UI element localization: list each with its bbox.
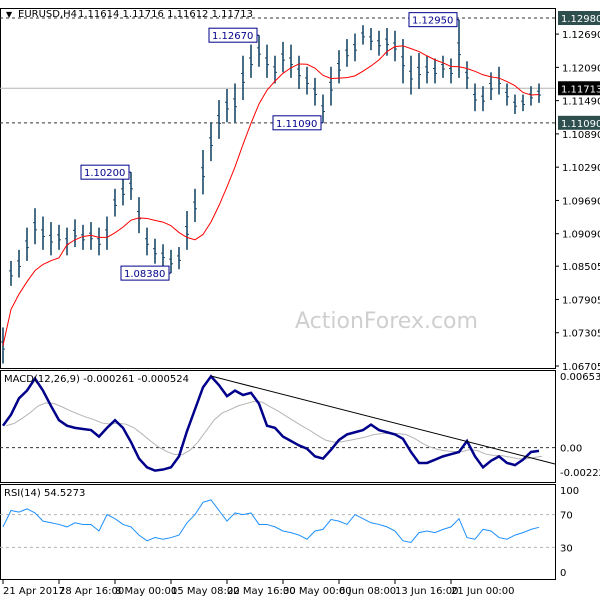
- rsi-tick-label: 30: [560, 543, 573, 554]
- callout-box: [272, 115, 322, 131]
- price-level-badge: [558, 11, 600, 25]
- main-pane-frame: [0, 8, 556, 369]
- time-tick-label: 8 May 00:00: [115, 586, 177, 597]
- callout-box: [120, 265, 170, 281]
- rsi-tick-label: 100: [560, 486, 579, 497]
- macd-signal-line: [5, 401, 543, 460]
- time-tick-label: 21 Apr 2017: [3, 586, 65, 597]
- price-tick-label: 1.12090: [562, 63, 600, 74]
- callout-label: 1.12950: [412, 16, 453, 27]
- macd-tick-label: 0.006534: [560, 372, 600, 383]
- price-tick-label: 1.12690: [562, 30, 600, 41]
- rsi-pane-frame: [0, 484, 556, 580]
- watermark: ActionForex.com: [295, 309, 478, 334]
- chart-title: EURUSD,H4: [18, 9, 77, 20]
- time-tick-label: 15 May 08:00: [171, 586, 240, 597]
- rsi-tick-label: 0: [560, 568, 566, 579]
- price-tick-label: 1.08505: [562, 262, 600, 273]
- time-tick-label: 28 Apr 16:00: [59, 586, 124, 597]
- callout-label: 1.12670: [212, 31, 253, 42]
- price-tick-label: 1.09090: [562, 230, 600, 241]
- price-tick-label: 1.07305: [562, 329, 600, 340]
- price-level-label: 1.11090: [561, 119, 600, 130]
- macd-tick-label: -0.002226: [560, 468, 600, 479]
- callout-box: [80, 164, 130, 180]
- price-tick-label: 1.06705: [562, 362, 600, 373]
- price-tick-label: 1.11490: [562, 97, 600, 108]
- time-tick-label: 21 Jun 00:00: [451, 586, 515, 597]
- time-tick-label: 30 May 00:00: [283, 586, 352, 597]
- callout-label: 1.10200: [84, 168, 125, 179]
- price-level-badge: [558, 115, 600, 130]
- price-tick-label: 1.07905: [562, 295, 600, 306]
- macd-trendline: [210, 375, 556, 465]
- callout-label: 1.11090: [276, 119, 317, 130]
- rsi-title: RSI(14) 54.5273: [4, 488, 85, 499]
- time-tick-label: 6 Jun 08:00: [339, 586, 396, 597]
- macd-line: [1, 374, 540, 472]
- moving-average-line: [2, 45, 540, 346]
- time-tick-label: 22 May 16:00: [227, 586, 296, 597]
- price-tick-label: 1.09690: [562, 196, 600, 207]
- macd-title: MACD(12,26,9) -0.000261 -0.000524: [4, 374, 189, 385]
- rsi-tick-label: 70: [560, 511, 573, 522]
- rsi-line: [2, 499, 540, 544]
- price-level-label: 1.12980: [561, 14, 600, 25]
- callout-box: [208, 27, 258, 43]
- price-level-label: 1.11713: [561, 84, 600, 95]
- callout-box: [408, 12, 458, 28]
- price-level-badge: [558, 81, 600, 96]
- macd-pane-frame: [0, 370, 556, 483]
- price-tick-label: 1.10290: [562, 163, 600, 174]
- callout-label: 1.08380: [124, 269, 165, 280]
- chart-header-arrow: ▼: [6, 10, 13, 19]
- time-tick-label: 13 Jun 16:00: [395, 586, 459, 597]
- macd-tick-label: 0.00: [560, 444, 582, 455]
- ohlc-readout: 1.11614 1.11716 1.11612 1.11713: [78, 9, 253, 20]
- price-tick-label: 1.10890: [562, 130, 600, 141]
